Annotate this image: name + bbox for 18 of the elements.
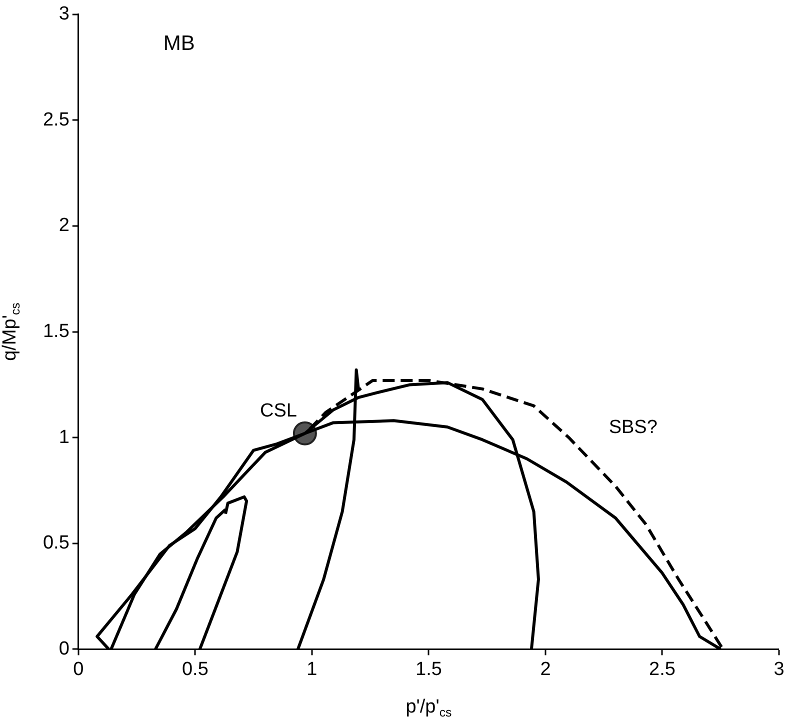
x-tick-label: 2 bbox=[540, 658, 551, 680]
x-tick-label: 1 bbox=[306, 658, 318, 680]
series-label: CSL bbox=[260, 400, 297, 422]
y-tick-label: 3 bbox=[58, 4, 70, 25]
y-tick-label: 2.5 bbox=[42, 109, 70, 130]
annotation: MB bbox=[163, 32, 195, 56]
x-tick-label: 3 bbox=[774, 658, 784, 680]
series-label: SBS? bbox=[608, 416, 658, 438]
y-axis-title: q/Mp'cs bbox=[0, 302, 23, 361]
y-tick-label: 1.5 bbox=[42, 321, 70, 342]
x-tick-label: 0 bbox=[73, 658, 84, 680]
y-tick-label: 1 bbox=[58, 426, 70, 448]
x-tick-label: 2.5 bbox=[649, 658, 676, 680]
y-tick-label: 2 bbox=[58, 215, 70, 236]
y-tick-label: 0 bbox=[58, 638, 70, 660]
x-tick-label: 0.5 bbox=[182, 658, 208, 680]
y-tick-label: 0.5 bbox=[42, 532, 70, 554]
x-tick-label: 1.5 bbox=[415, 658, 442, 680]
